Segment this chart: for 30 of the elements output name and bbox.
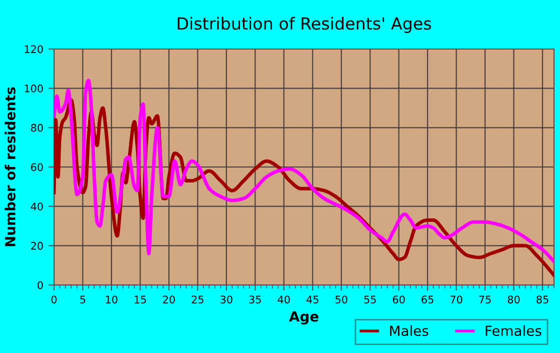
- chart-title: Distribution of Residents' Ages: [178, 16, 432, 34]
- x-tick-label: 10: [106, 296, 118, 304]
- x-tick-label: 45: [306, 296, 318, 304]
- legend-label: Females: [486, 325, 542, 336]
- x-axis-title: Age: [289, 311, 318, 324]
- y-tick-label: 80: [31, 124, 43, 132]
- y-tick-label: 40: [30, 202, 43, 210]
- x-tick-label: 80: [508, 296, 520, 304]
- y-tick-label: 60: [31, 163, 43, 172]
- y-tick-label: 120: [24, 45, 43, 54]
- legend-label: Males: [390, 325, 428, 336]
- x-tick-label: 70: [450, 296, 462, 304]
- x-tick-label: 25: [192, 296, 204, 304]
- x-tick-label: 15: [134, 296, 146, 304]
- x-tick-label: 30: [220, 296, 232, 304]
- y-tick-label: 100: [24, 84, 43, 92]
- x-tick-label: 0: [51, 296, 57, 304]
- x-tick-label: 85: [536, 296, 548, 304]
- y-tick-label: 20: [31, 242, 43, 250]
- x-tick-label: 40: [278, 296, 290, 304]
- y-axis-title: Number of residents: [4, 87, 16, 246]
- x-tick-label: 50: [336, 296, 348, 304]
- x-tick-label: 35: [249, 296, 261, 304]
- x-tick-label: 20: [163, 296, 175, 304]
- x-tick-label: 65: [422, 296, 434, 304]
- x-tick-label: 60: [392, 296, 405, 304]
- x-tick-label: 5: [80, 296, 86, 304]
- y-tick-label: 0: [38, 281, 43, 290]
- x-tick-label: 75: [479, 296, 491, 304]
- x-tick-label: 55: [364, 296, 376, 304]
